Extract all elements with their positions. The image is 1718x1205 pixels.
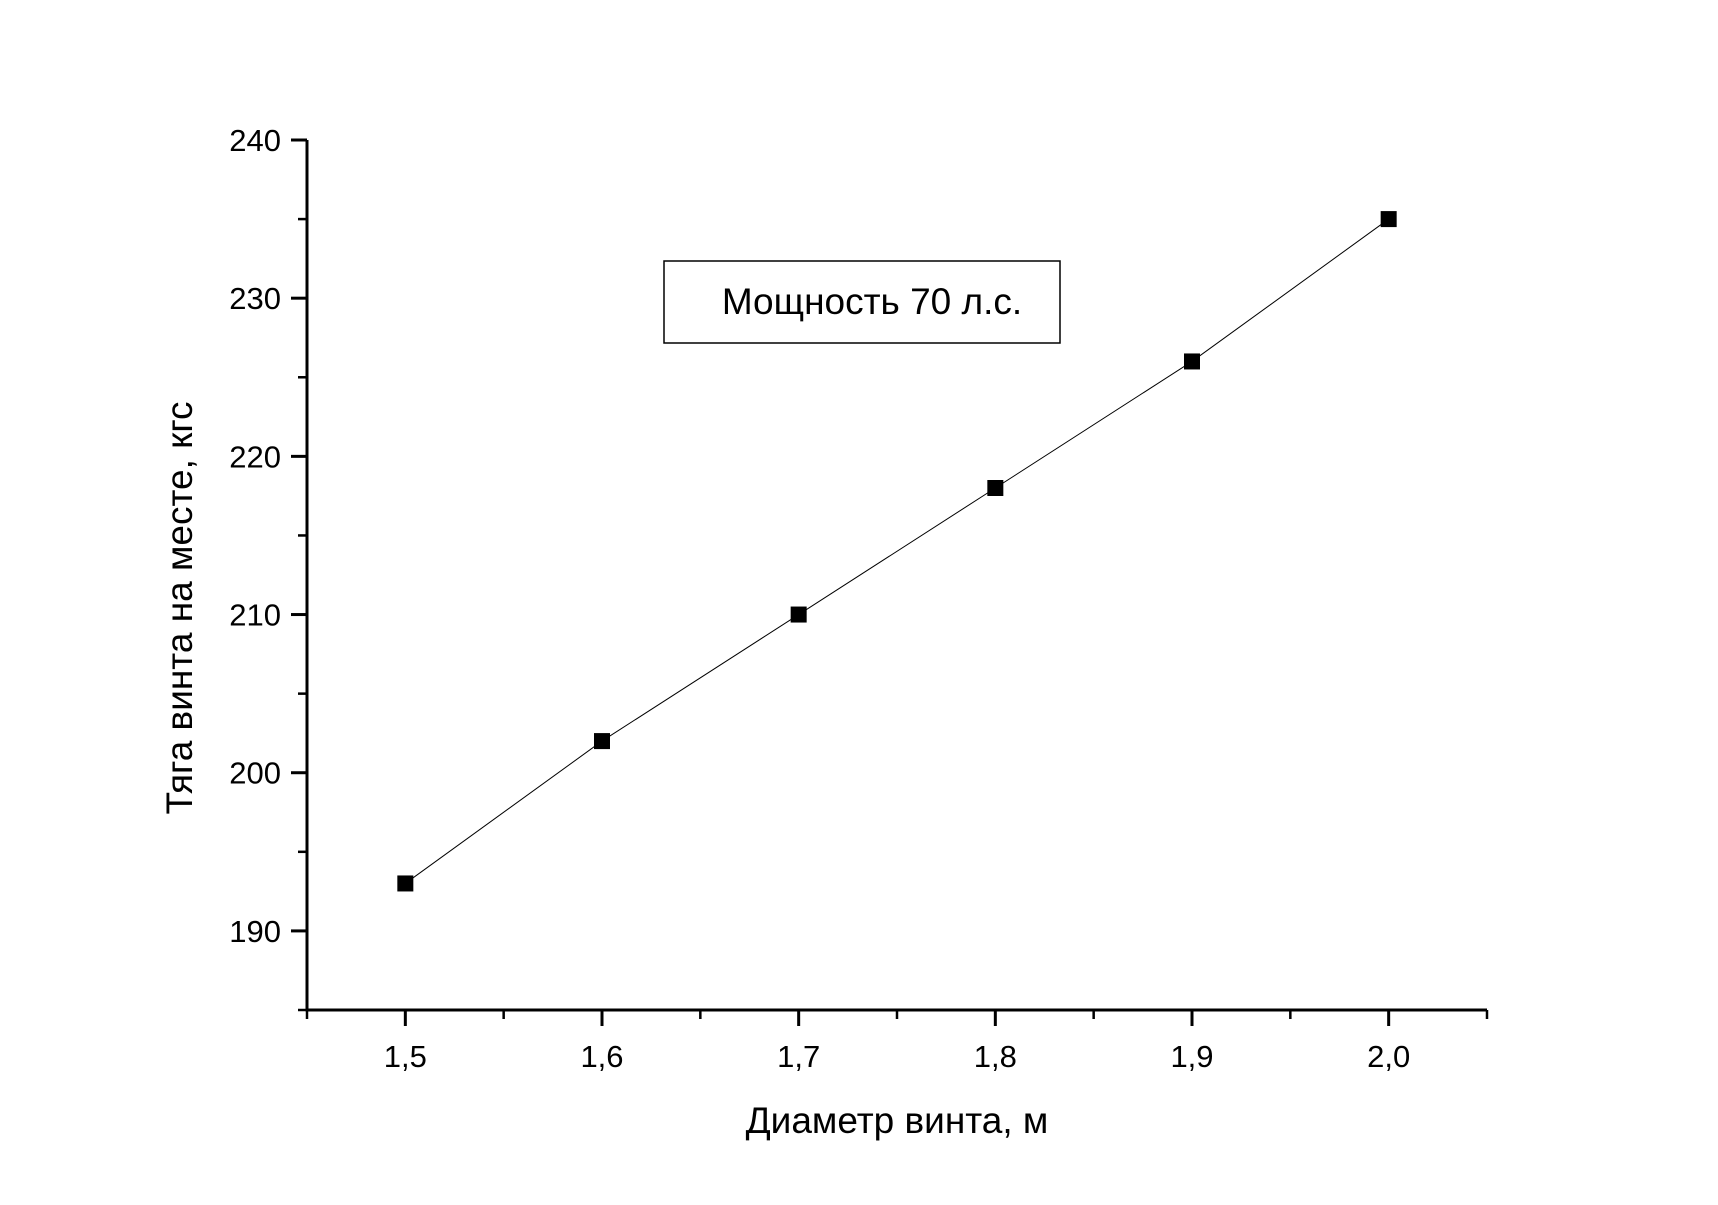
data-point [1380,211,1397,228]
y-axis-label: Тяга винта на месте, кгс [159,401,200,814]
series-line [405,218,1389,884]
x-tick-label: 1,6 [580,1039,623,1074]
y-tick-label: 240 [229,123,281,158]
data-point [790,606,807,623]
legend-box: Мощность 70 л.с. [663,260,1061,344]
x-tick-label: 1,5 [384,1039,427,1074]
x-tick-label: 1,7 [777,1039,820,1074]
x-axis-label: Диаметр винта, м [746,1100,1049,1141]
annotation-text: Мощность 70 л.с. [722,281,1022,322]
x-tick-label: 1,8 [974,1039,1017,1074]
y-tick-label: 190 [229,914,281,949]
y-tick-label: 200 [229,756,281,791]
series [397,211,1397,892]
x-tick-label: 2,0 [1367,1039,1410,1074]
data-point [987,480,1004,496]
data-point [397,875,414,892]
y-tick-label: 230 [229,281,281,316]
x-tick-label: 1,9 [1170,1039,1213,1074]
ticks: 190 200 210 220 230 240 1,5 1,6 1,7 1,8 1,9 2,0 [229,123,1489,1074]
y-tick-label: 210 [229,598,281,633]
y-tick-label: 220 [229,439,281,474]
data-point [1184,353,1200,370]
data-point [594,733,610,750]
